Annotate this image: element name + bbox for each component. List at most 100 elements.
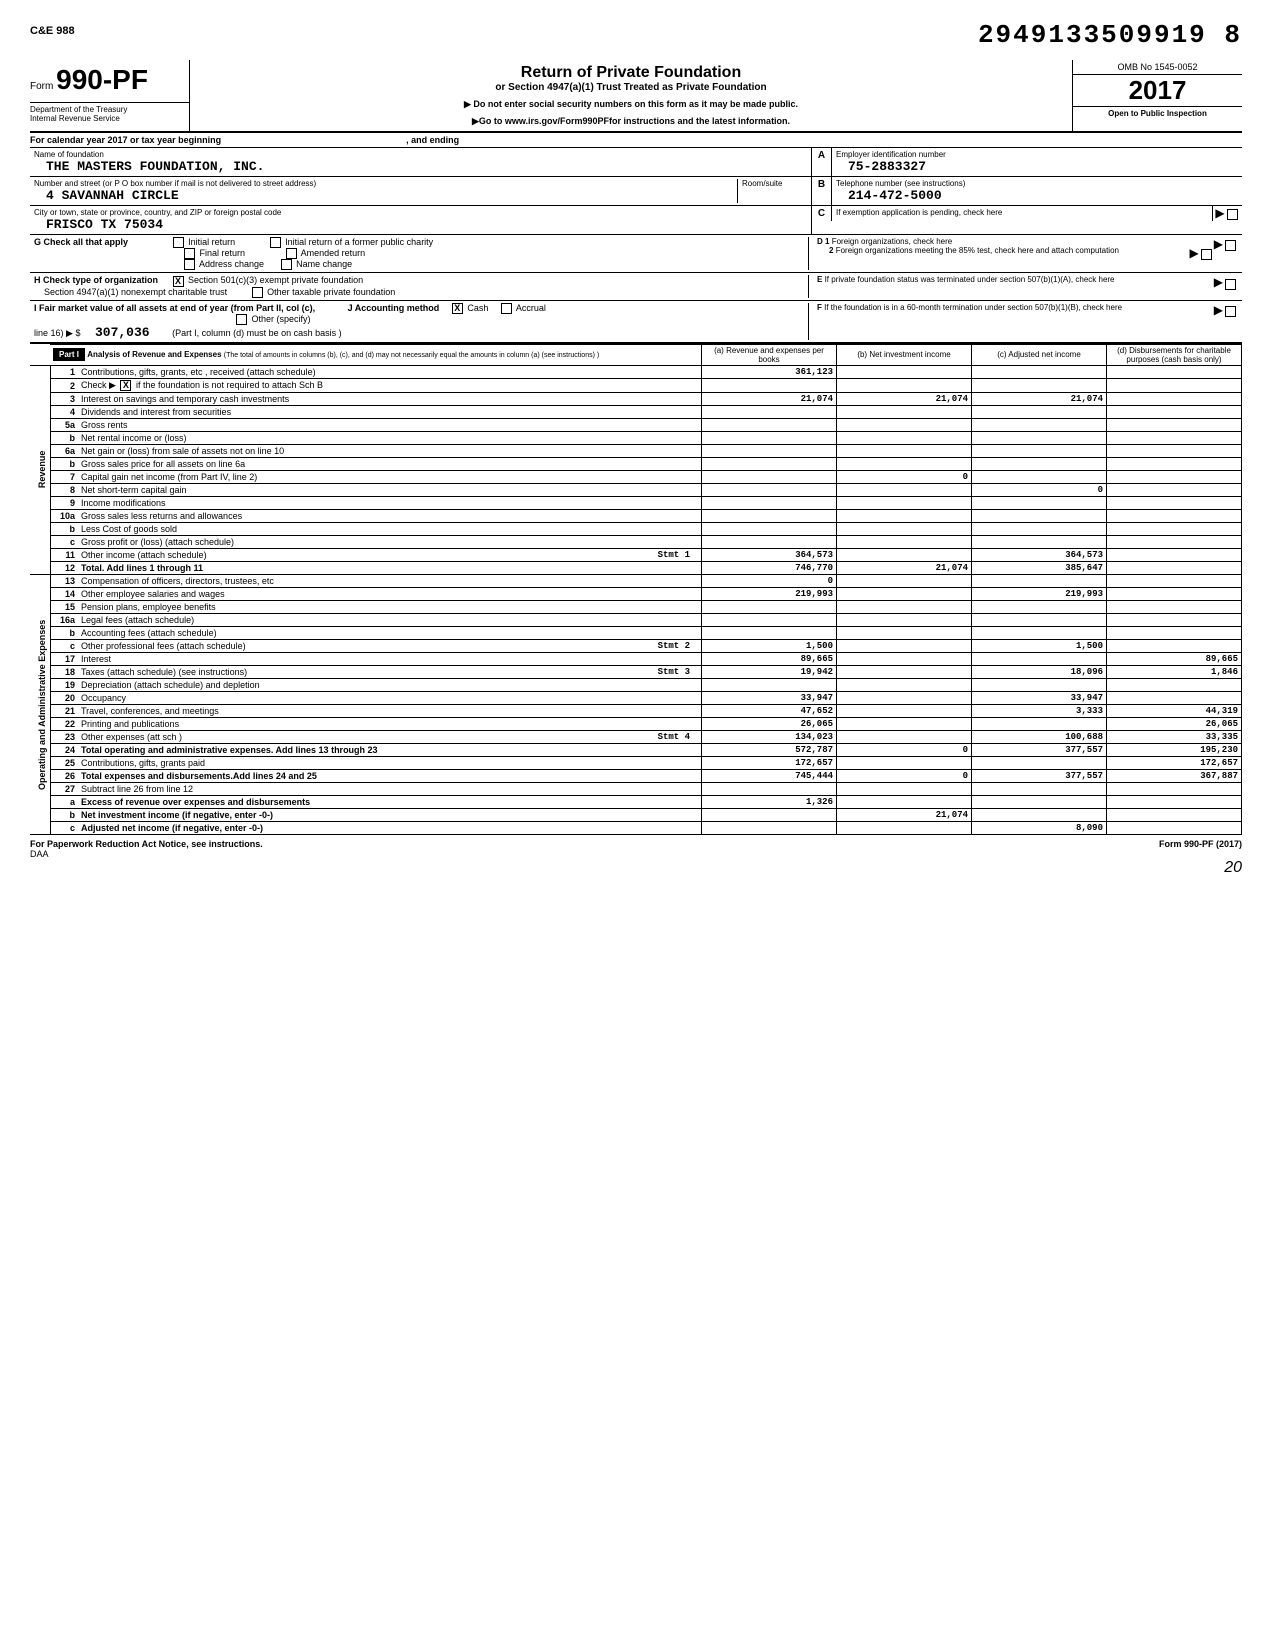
line-description: Net short-term capital gain (78, 484, 702, 497)
col-c-header: (c) Adjusted net income (972, 344, 1107, 365)
omb-number: OMB No 1545-0052 (1073, 60, 1242, 75)
table-row: bGross sales price for all assets on lin… (30, 458, 1242, 471)
calendar-year-row: For calendar year 2017 or tax year begin… (30, 133, 1242, 148)
value-cell-b (837, 822, 972, 835)
logo-stamp: C&E 988 (30, 20, 90, 37)
line-number: 27 (50, 783, 78, 796)
calendar-label: For calendar year 2017 or tax year begin… (30, 135, 221, 145)
value-cell-c (972, 575, 1107, 588)
value-cell-a (702, 601, 837, 614)
line-number: c (50, 822, 78, 835)
table-row: 21Travel, conferences, and meetings47,65… (30, 705, 1242, 718)
letter-a: A (812, 148, 832, 176)
accrual-label: Accrual (516, 303, 546, 313)
value-cell-d (1107, 692, 1242, 705)
value-cell-b (837, 705, 972, 718)
table-row: bLess Cost of goods sold (30, 523, 1242, 536)
value-cell-b (837, 497, 972, 510)
value-cell-b (837, 627, 972, 640)
line-description: Contributions, gifts, grants, etc , rece… (78, 365, 702, 378)
value-cell-d (1107, 809, 1242, 822)
value-cell-b (837, 419, 972, 432)
value-cell-d (1107, 523, 1242, 536)
value-cell-d: 33,335 (1107, 731, 1242, 744)
line-number: 14 (50, 588, 78, 601)
line-description: Check ▶ X if the foundation is not requi… (78, 378, 702, 392)
initial-former-checkbox[interactable] (270, 237, 281, 248)
value-cell-c: 377,557 (972, 770, 1107, 783)
value-cell-a: 172,657 (702, 757, 837, 770)
501c3-label: Section 501(c)(3) exempt private foundat… (188, 275, 363, 285)
line-number: 3 (50, 393, 78, 406)
table-row: 4Dividends and interest from securities (30, 406, 1242, 419)
line-description: Gross profit or (loss) (attach schedule) (78, 536, 702, 549)
line-number: 9 (50, 497, 78, 510)
value-cell-b: 0 (837, 471, 972, 484)
value-cell-b (837, 757, 972, 770)
other-method-checkbox[interactable] (236, 314, 247, 325)
col-d-header: (d) Disbursements for charitable purpose… (1107, 344, 1242, 365)
accrual-checkbox[interactable] (501, 303, 512, 314)
other-taxable-checkbox[interactable] (252, 287, 263, 298)
addr-change-checkbox[interactable] (184, 259, 195, 270)
page-number: 20 (30, 859, 1242, 877)
table-row: 10aGross sales less returns and allowanc… (30, 510, 1242, 523)
value-cell-a: 364,573 (702, 549, 837, 562)
d2-checkbox[interactable] (1201, 249, 1212, 260)
f-checkbox[interactable] (1225, 306, 1236, 317)
letter-b: B (812, 177, 832, 205)
part1-title: Analysis of Revenue and Expenses (87, 350, 221, 359)
value-cell-a (702, 783, 837, 796)
value-cell-c: 385,647 (972, 562, 1107, 575)
line-number: b (50, 523, 78, 536)
room-label: Room/suite (742, 179, 807, 188)
value-cell-c (972, 445, 1107, 458)
table-row: 20Occupancy33,94733,947 (30, 692, 1242, 705)
name-change-checkbox[interactable] (281, 259, 292, 270)
value-cell-b (837, 458, 972, 471)
value-cell-b (837, 679, 972, 692)
value-cell-a (702, 614, 837, 627)
value-cell-b (837, 653, 972, 666)
value-cell-b (837, 575, 972, 588)
501c3-checkbox[interactable]: X (173, 276, 184, 287)
exemption-pending: If exemption application is pending, che… (832, 206, 1212, 221)
value-cell-d (1107, 484, 1242, 497)
d1-label: Foreign organizations, check here (832, 237, 953, 246)
e-checkbox[interactable] (1225, 279, 1236, 290)
line-number: c (50, 536, 78, 549)
final-return-checkbox[interactable] (184, 248, 195, 259)
value-cell-b: 21,074 (837, 562, 972, 575)
value-cell-d (1107, 497, 1242, 510)
line-description: Less Cost of goods sold (78, 523, 702, 536)
form-prefix: Form (30, 81, 53, 92)
table-row: 17Interest89,66589,665 (30, 653, 1242, 666)
pending-checkbox[interactable] (1227, 209, 1238, 220)
table-row: 24Total operating and administrative exp… (30, 744, 1242, 757)
table-row: aExcess of revenue over expenses and dis… (30, 796, 1242, 809)
value-cell-b (837, 484, 972, 497)
table-row: Operating and Administrative Expenses13C… (30, 575, 1242, 588)
amended-checkbox[interactable] (286, 248, 297, 259)
name-change-label: Name change (296, 259, 352, 269)
value-cell-a (702, 497, 837, 510)
table-row: cOther professional fees (attach schedul… (30, 640, 1242, 653)
d1-checkbox[interactable] (1225, 240, 1236, 251)
line-description: Capital gain net income (from Part IV, l… (78, 471, 702, 484)
daa-label: DAA (30, 849, 1242, 859)
value-cell-a: 219,993 (702, 588, 837, 601)
value-cell-a (702, 419, 837, 432)
line-number: c (50, 640, 78, 653)
section-ij: I Fair market value of all assets at end… (30, 301, 1242, 344)
cash-checkbox[interactable]: X (452, 303, 463, 314)
value-cell-b: 0 (837, 770, 972, 783)
value-cell-d (1107, 614, 1242, 627)
value-cell-d (1107, 601, 1242, 614)
initial-return-checkbox[interactable] (173, 237, 184, 248)
value-cell-c (972, 497, 1107, 510)
value-cell-d (1107, 432, 1242, 445)
line-number: 23 (50, 731, 78, 744)
section-g: G Check all that apply Initial return In… (30, 235, 1242, 273)
4947-label: Section 4947(a)(1) nonexempt charitable … (44, 287, 227, 297)
line-description: Total. Add lines 1 through 11 (78, 562, 702, 575)
